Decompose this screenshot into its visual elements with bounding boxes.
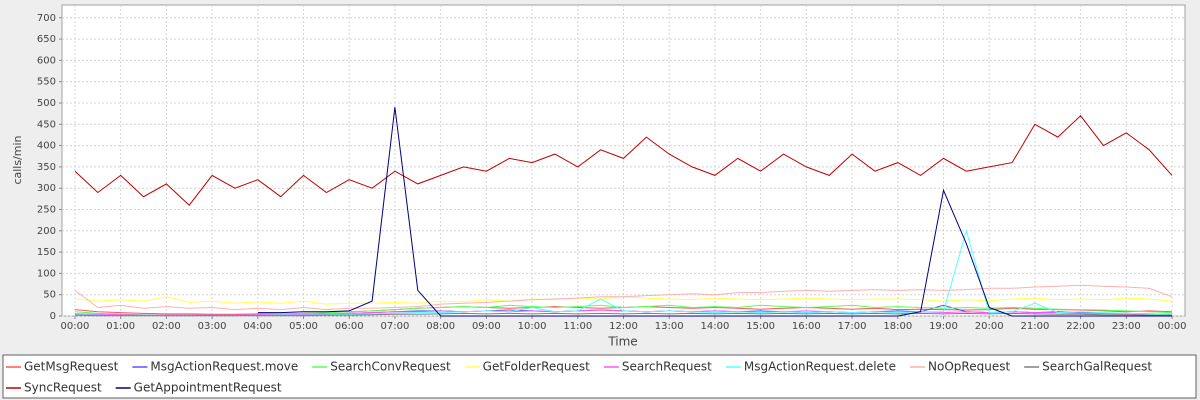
x-tick-label: 17:00: [838, 321, 867, 332]
y-tick-label: 200: [37, 226, 56, 237]
y-tick-label: 0: [50, 311, 56, 322]
x-tick-label: 08:00: [426, 321, 455, 332]
legend-label: NoOpRequest: [928, 360, 1010, 374]
y-tick-label: 450: [37, 119, 56, 130]
y-tick-label: 700: [37, 13, 56, 24]
series-line: [74, 284, 1173, 311]
x-axis-label: Time: [607, 335, 637, 349]
x-tick-label: 22:00: [1066, 321, 1095, 332]
y-tick-label: 50: [43, 290, 56, 301]
legend-label: SyncRequest: [24, 381, 102, 395]
x-tick-label: 10:00: [518, 321, 547, 332]
legend-label: SearchConvRequest: [330, 360, 451, 374]
legend-label: SearchGalRequest: [1042, 360, 1152, 374]
x-tick-label: 00:00: [61, 321, 90, 332]
x-tick-label: 23:00: [1112, 321, 1141, 332]
y-tick-label: 600: [37, 55, 56, 66]
y-tick-label: 500: [37, 98, 56, 109]
y-tick-label: 250: [37, 204, 56, 215]
x-tick-label: 00:00: [1158, 321, 1187, 332]
x-tick-label: 07:00: [381, 321, 410, 332]
x-tick-label: 09:00: [472, 321, 501, 332]
series-line: [74, 312, 1172, 317]
x-tick-label: 01:00: [106, 321, 135, 332]
legend-label: SearchRequest: [622, 360, 712, 374]
x-tick-label: 06:00: [335, 321, 364, 332]
legend-label: MsgActionRequest.delete: [744, 360, 896, 374]
legend-label: MsgActionRequest.move: [150, 360, 298, 374]
y-axis-label: calls/min: [11, 135, 24, 184]
legend-label: GetMsgRequest: [24, 360, 119, 374]
legend-label: GetFolderRequest: [483, 360, 591, 374]
x-tick-label: 04:00: [243, 321, 272, 332]
y-tick-label: 550: [37, 77, 56, 88]
y-tick-label: 100: [37, 268, 56, 279]
y-tick-label: 350: [37, 162, 56, 173]
legend-box: [2, 354, 1197, 399]
x-tick-label: 21:00: [1020, 321, 1049, 332]
x-tick-label: 11:00: [563, 321, 592, 332]
x-tick-label: 02:00: [152, 321, 181, 332]
legend-label: GetAppointmentRequest: [134, 381, 282, 395]
x-tick-label: 16:00: [792, 321, 821, 332]
x-tick-label: 15:00: [746, 321, 775, 332]
x-tick-label: 12:00: [609, 321, 638, 332]
x-tick-label: 18:00: [883, 321, 912, 332]
y-tick-label: 150: [37, 247, 56, 258]
x-tick-label: 19:00: [929, 321, 958, 332]
series-line: [257, 107, 1172, 317]
y-tick-label: 400: [37, 141, 56, 152]
x-tick-label: 05:00: [289, 321, 318, 332]
x-tick-label: 13:00: [655, 321, 684, 332]
series-line: [74, 115, 1173, 206]
y-tick-label: 300: [37, 183, 56, 194]
y-tick-label: 650: [37, 34, 56, 45]
x-tick-label: 03:00: [198, 321, 227, 332]
plot-area: [61, 4, 1186, 317]
x-tick-label: 20:00: [975, 321, 1004, 332]
x-tick-label: 14:00: [701, 321, 730, 332]
